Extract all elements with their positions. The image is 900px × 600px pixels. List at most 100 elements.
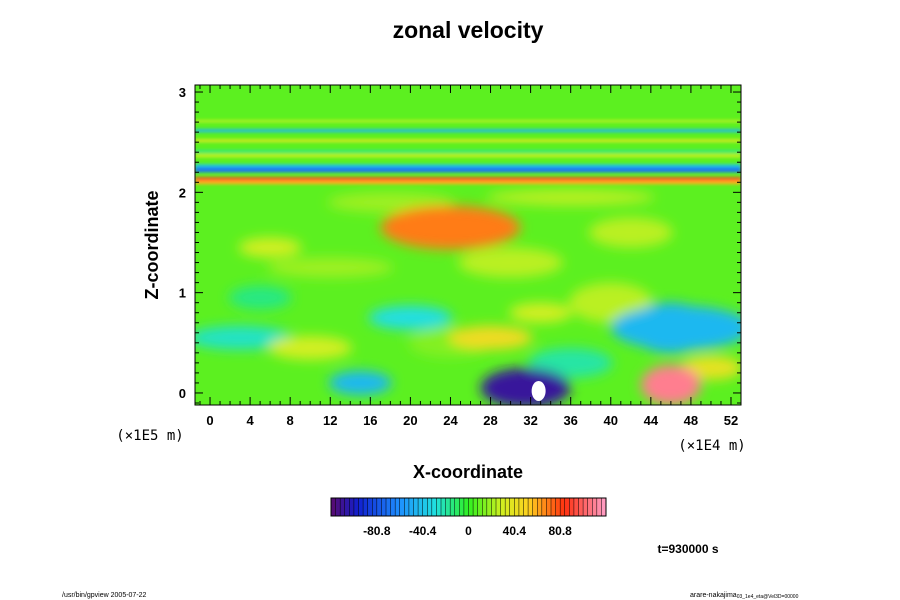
colorbar-cell <box>468 498 474 516</box>
colorbar-cell <box>436 498 442 516</box>
colorbar-cell <box>528 498 533 516</box>
colorbar-cell <box>376 498 382 516</box>
colorbar-cell <box>335 498 341 516</box>
colorbar-cell <box>358 498 364 516</box>
colorbar-cell <box>596 498 602 516</box>
field-blobs <box>195 189 741 405</box>
colorbar-cell <box>555 498 561 516</box>
colorbar-cell <box>482 498 488 516</box>
colorbar-cell <box>523 498 529 516</box>
field-band <box>195 150 741 153</box>
colorbar-cell <box>583 498 588 516</box>
colorbar-cell <box>578 498 584 516</box>
footer-right: arare-nakajima03_1e4_eta@Vel3D=00000 <box>690 592 799 600</box>
colorbar-cell <box>404 498 410 516</box>
x-tick-label: 16 <box>363 413 377 428</box>
x-tick-label: 52 <box>724 413 738 428</box>
colorbar-cell <box>353 498 359 516</box>
colorbar-cell <box>450 498 456 516</box>
colorbar-cell <box>477 498 483 516</box>
field-blob <box>228 285 292 310</box>
x-tick-label: 48 <box>684 413 698 428</box>
colorbar-tick-label: -40.4 <box>409 524 437 538</box>
colorbar-cell <box>560 498 566 516</box>
colorbar-cell <box>509 498 515 516</box>
colorbar-cell <box>408 498 414 516</box>
footer-right-sub: 03_1e4_eta@Vel3D=00000 <box>737 594 799 600</box>
colorbar-frame <box>330 497 607 517</box>
colorbar-cell <box>463 498 469 516</box>
x-tick-label: 0 <box>206 413 213 428</box>
colorbar-cell <box>537 498 543 516</box>
colorbar-cell <box>496 498 501 516</box>
colorbar-cell <box>431 498 437 516</box>
colorbar-cell <box>367 498 373 516</box>
field-feature <box>610 305 741 350</box>
field-blob <box>268 335 353 360</box>
footer-left: /usr/bin/gpview 2005-07-22 <box>62 592 147 599</box>
x-scale-label: (×1E4 m) <box>678 438 745 454</box>
field-blob <box>238 237 302 258</box>
y-axis-label: Z-coordinate <box>142 190 162 299</box>
colorbar-cell <box>491 498 497 516</box>
x-axis-label: X-coordinate <box>413 462 523 482</box>
colorbar-cell <box>390 498 396 516</box>
field-blob <box>458 247 564 278</box>
y-tick-label: 1 <box>179 286 186 301</box>
heatmap-field <box>195 85 741 405</box>
colorbar-cell <box>601 498 607 516</box>
x-tick-label: 8 <box>287 413 294 428</box>
colorbar-cell <box>518 498 524 516</box>
field-feature <box>380 205 521 250</box>
colorbar-cell <box>344 498 350 516</box>
y-axis: 0 1 2 3 <box>179 85 741 404</box>
colorbar-cell <box>587 498 593 516</box>
x-axis: 0 4 8 12 16 20 24 28 32 36 40 44 48 52 <box>199 85 742 428</box>
field-blob <box>509 302 573 323</box>
colorbar-cell <box>573 498 579 516</box>
colorbar-cell <box>541 498 547 516</box>
x-tick-label: 28 <box>483 413 497 428</box>
colorbar-cell <box>331 498 336 516</box>
field-band <box>195 179 741 185</box>
colorbar-tick-label: 40.4 <box>503 524 527 538</box>
field-blob <box>368 305 453 330</box>
colorbar-cell <box>427 498 433 516</box>
colorbar-tick-label: 80.8 <box>548 524 572 538</box>
colorbar-cell <box>486 498 492 516</box>
colorbar-cell <box>441 498 446 516</box>
colorbar-cell <box>349 498 355 516</box>
colorbar-cell <box>445 498 451 516</box>
colorbar-cell <box>514 498 520 516</box>
field-band <box>195 164 741 168</box>
colorbar: -80.8 -40.4 0 40.4 80.8 <box>330 497 607 538</box>
footer-right-main: arare-nakajima <box>690 592 737 599</box>
colorbar-cell <box>395 498 401 516</box>
plot-frame <box>194 84 742 406</box>
colorbar-tick-label: 0 <box>465 524 472 538</box>
colorbar-cell <box>592 498 598 516</box>
colorbar-cell <box>564 498 570 516</box>
colorbar-cell <box>532 498 538 516</box>
field-band <box>195 154 741 158</box>
y-tick-label: 2 <box>179 185 186 200</box>
colorbar-cell <box>372 498 378 516</box>
x-tick-label: 32 <box>523 413 537 428</box>
x-tick-label: 20 <box>403 413 417 428</box>
colorbar-cell <box>413 498 419 516</box>
field-blob <box>588 217 673 248</box>
field-feature <box>640 364 701 405</box>
colorbar-cell <box>473 498 478 516</box>
x-tick-label: 36 <box>563 413 577 428</box>
y-scale-label: (×1E5 m) <box>116 428 183 444</box>
field-feature <box>480 367 571 405</box>
field-blob <box>267 257 394 278</box>
missing-value-patch <box>531 380 546 401</box>
field-blob <box>448 325 533 350</box>
colorbar-cell <box>500 498 506 516</box>
field-blob <box>195 325 293 350</box>
field-band <box>195 129 741 133</box>
field-bands <box>195 120 741 185</box>
y-tick-label: 3 <box>179 85 186 100</box>
